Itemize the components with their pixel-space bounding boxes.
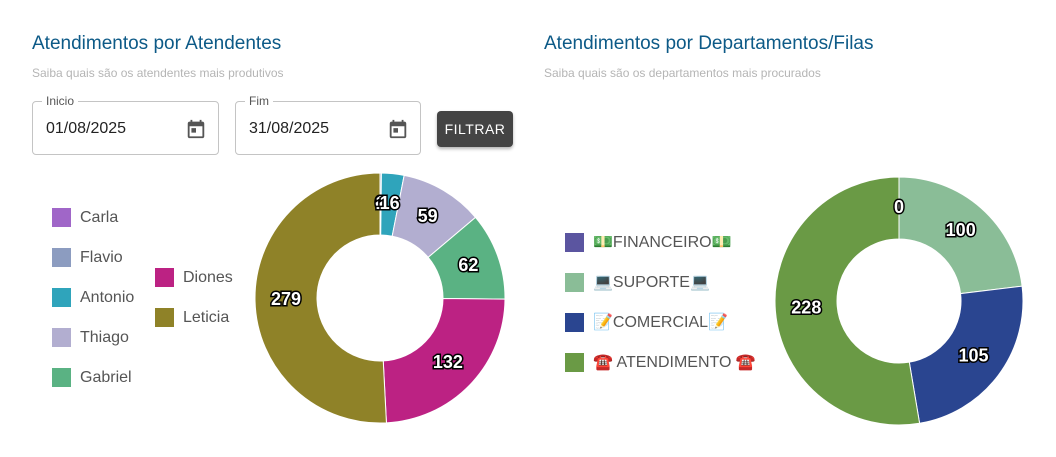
legend-label: Leticia [183, 309, 229, 326]
donut-slice [254, 172, 387, 424]
data-label: 62 [458, 255, 478, 275]
filter-button[interactable]: FILTRAR [437, 111, 513, 147]
legend-label: 💵FINANCEIRO💵 [593, 234, 732, 251]
data-label: 228 [791, 298, 821, 318]
donut-slice [908, 285, 1024, 424]
chart-title: Atendimentos por Departamentos/Filas [544, 33, 874, 54]
data-label: 1 [376, 193, 386, 213]
legend-swatch [52, 328, 71, 347]
legend-label: ☎️ ATENDIMENTO ☎️ [593, 354, 756, 371]
data-label: 0 [375, 193, 385, 213]
chart-subtitle: Saiba quais são os atendentes mais produ… [32, 66, 284, 80]
legend-swatch [565, 273, 584, 292]
legend-label: Gabriel [80, 369, 132, 386]
donut-slice [382, 298, 506, 424]
field-label: Inicio [42, 94, 79, 108]
data-label: 279 [271, 289, 301, 309]
legend-label: 💻SUPORTE💻 [593, 274, 710, 291]
calendar-icon[interactable] [387, 118, 409, 140]
legend-swatch [155, 268, 174, 287]
legend-swatch [565, 313, 584, 332]
legend-swatch [52, 248, 71, 267]
data-label: 16 [380, 193, 400, 213]
legend-label: Diones [183, 269, 233, 286]
data-label: 100 [946, 220, 976, 240]
donut-slice [898, 176, 1023, 295]
data-label: 0 [894, 197, 904, 217]
field-value: 31/08/2025 [249, 120, 330, 137]
end-date-field[interactable]: Fim 31/08/2025 [235, 94, 421, 155]
donut-slice [774, 176, 921, 426]
data-label: 59 [418, 206, 438, 226]
field-label: Fim [245, 94, 273, 108]
calendar-icon[interactable] [185, 118, 207, 140]
start-date-field[interactable]: Inicio 01/08/2025 [32, 94, 219, 155]
legend-swatch [565, 353, 584, 372]
legend-swatch [52, 368, 71, 387]
chart-title: Atendimentos por Atendentes [32, 33, 281, 54]
legend-swatch [155, 308, 174, 327]
legend-swatch [52, 208, 71, 227]
legend-label: Carla [80, 209, 118, 226]
field-value: 01/08/2025 [46, 120, 127, 137]
legend-swatch [52, 288, 71, 307]
legend-label: 📝COMERCIAL📝 [593, 312, 728, 331]
legend-label: Antonio [80, 289, 134, 306]
legend-label: Thiago [80, 329, 129, 346]
data-label: 105 [958, 345, 988, 365]
data-label: 132 [433, 352, 463, 372]
chart-subtitle: Saiba quais são os departamentos mais pr… [544, 66, 821, 80]
legend-label: Flavio [80, 249, 123, 266]
legend-swatch [565, 233, 584, 252]
